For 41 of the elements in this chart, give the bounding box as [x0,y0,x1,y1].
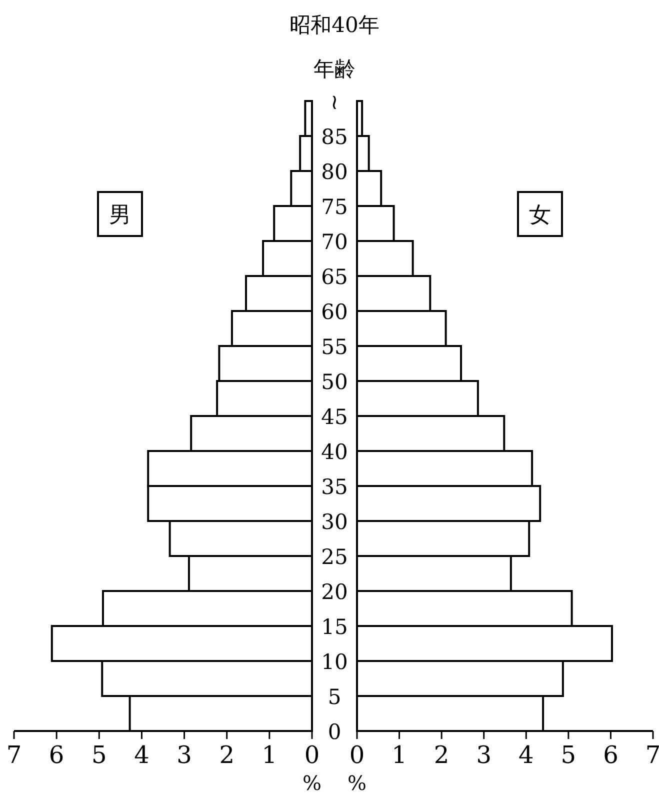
x-tick-label: 7 [645,741,659,769]
x-axis-title: % [347,771,367,795]
y-tick-label: 65 [321,265,348,289]
annotation: 女 [529,203,551,228]
y-tick-label: ≀ [330,90,338,114]
x-tick-label: 3 [176,741,192,769]
y-tick-label: 45 [321,405,348,429]
y-tick-label: 25 [321,545,348,569]
x-tick-label: 1 [262,741,278,769]
x-tick-label: 3 [476,741,492,769]
x-tick-label: 6 [603,741,618,769]
y-tick-label: 40 [321,440,348,464]
x-tick-label: 4 [518,741,534,769]
y-tick-label: 55 [321,335,348,359]
y-tick-label: 75 [321,195,348,219]
y-tick-label: 85 [321,125,348,149]
x-tick-label: 6 [48,741,64,769]
x-tick-label: 5 [92,741,107,769]
y-tick-label: 70 [321,230,348,254]
x-tick-label: 1 [392,741,407,769]
x-tick-label: 0 [349,741,365,769]
y-tick-label: 0 [328,720,342,744]
x-tick-label: 4 [134,741,150,769]
y-tick-label: 10 [321,650,348,674]
x-tick-label: 2 [434,741,450,769]
y-tick-label: 50 [321,370,348,394]
x-axis-title: % [302,771,322,795]
y-tick-label: 30 [321,510,348,534]
y-tick-label: 15 [321,615,348,639]
y-tick-label: 80 [321,160,348,184]
y-tick-label: 20 [321,580,348,604]
y-axis-title: 年齢 [314,57,356,81]
y-tick-label: 35 [321,475,348,499]
y-tick-label: 5 [328,685,342,709]
chart-title: 昭和40年 [290,13,380,37]
x-tick-label: 7 [6,741,22,769]
annotation: 男 [109,203,131,228]
x-tick-label: 5 [560,741,576,769]
x-tick-label: 0 [304,741,320,769]
x-tick-label: 2 [219,741,234,769]
y-tick-label: 60 [321,300,348,324]
